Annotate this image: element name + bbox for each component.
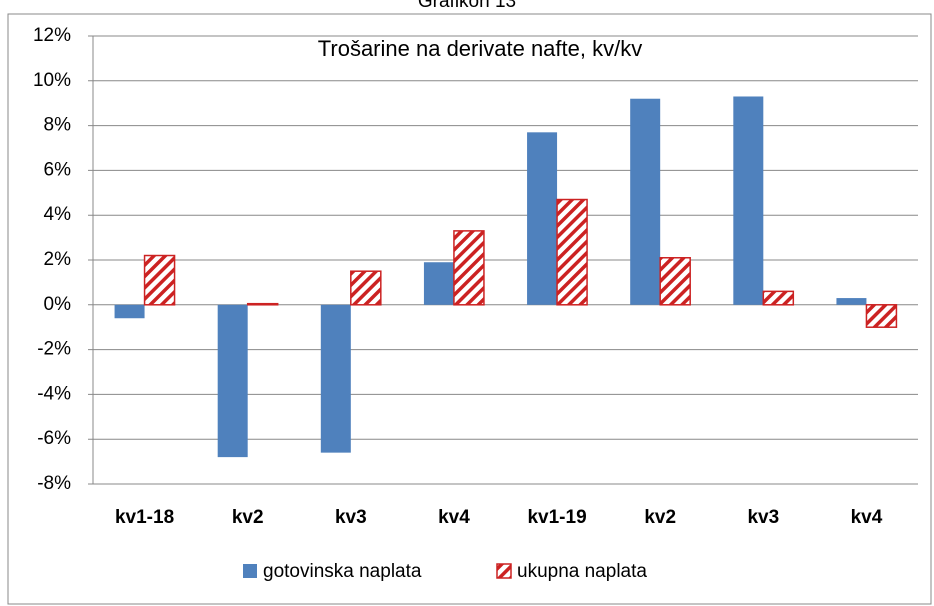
y-tick-label: 0% <box>44 294 72 315</box>
bar <box>350 270 382 306</box>
y-tick-label: -6% <box>37 428 71 449</box>
caption: Grafikon 13 <box>418 0 516 12</box>
bar <box>630 98 661 305</box>
x-tick-label: kv4 <box>438 507 470 528</box>
bar <box>836 298 867 305</box>
bar <box>320 304 351 453</box>
bar <box>143 254 176 306</box>
bar <box>865 304 898 328</box>
y-tick-label: 12% <box>33 25 71 46</box>
x-tick-label: kv3 <box>747 507 779 528</box>
bar <box>114 304 145 319</box>
y-tick-label: 8% <box>44 115 72 136</box>
y-tick-label: -4% <box>37 383 71 404</box>
x-tick-label: kv1-18 <box>115 507 174 528</box>
x-tick-label: kv2 <box>644 507 676 528</box>
y-tick-label: -8% <box>37 473 71 494</box>
y-tick-label: 6% <box>44 159 72 180</box>
y-tick-label: 4% <box>44 204 72 225</box>
bar <box>659 257 691 306</box>
x-tick-label: kv4 <box>851 507 883 528</box>
legend-label: ukupna naplata <box>517 561 647 582</box>
chart-frame <box>7 13 932 605</box>
bar <box>733 96 764 305</box>
bar <box>453 230 485 306</box>
bar <box>217 304 248 458</box>
legend-label: gotovinska naplata <box>263 561 422 582</box>
x-tick-label: kv3 <box>335 507 367 528</box>
legend-swatch <box>496 563 512 579</box>
bar <box>556 198 588 306</box>
bar <box>762 290 795 306</box>
bar <box>423 262 454 305</box>
chart-title: Trošarine na derivate nafte, kv/kv <box>318 36 642 61</box>
x-tick-label: kv1-19 <box>527 507 586 528</box>
bar <box>527 132 558 305</box>
y-tick-label: 10% <box>33 70 71 91</box>
y-tick-label: 2% <box>44 249 72 270</box>
bar <box>246 302 279 306</box>
x-tick-label: kv2 <box>232 507 264 528</box>
legend-swatch <box>243 564 257 578</box>
y-tick-label: -2% <box>37 339 71 360</box>
